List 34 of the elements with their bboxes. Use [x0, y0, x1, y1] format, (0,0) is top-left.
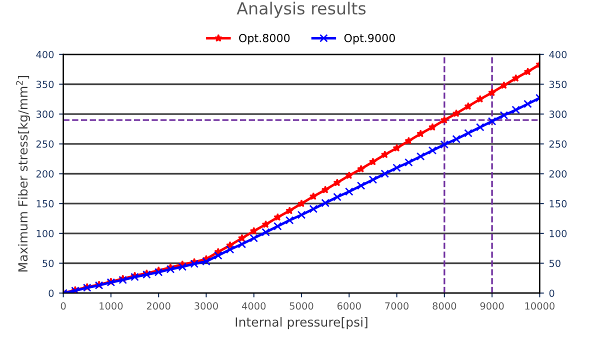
y-tick-label: 100 [36, 230, 54, 238]
y2-tick-label: 400 [549, 50, 567, 58]
x-tick-label: 7000 [385, 302, 408, 310]
y-tick-label: 300 [36, 110, 54, 118]
y2-tick-label: 0 [549, 290, 554, 297]
x-tick-label: 4000 [242, 302, 266, 310]
y-tick-label: 350 [36, 80, 54, 88]
x-tick-label: 8000 [432, 302, 456, 310]
y-tick-label: 50 [42, 260, 54, 268]
y2-tick-label: 250 [549, 140, 567, 148]
x-tick-label: 2000 [146, 302, 170, 310]
x-tick-label: 5000 [290, 302, 314, 310]
y-tick-label: 200 [36, 170, 54, 178]
x-tick-label: 3000 [194, 302, 218, 310]
y2-tick-label: 300 [549, 110, 567, 118]
y2-tick-label: 100 [550, 230, 567, 238]
y-tick-label: 400 [36, 50, 54, 58]
x-tick-label: 10000 [525, 302, 555, 310]
y2-tick-label: 50 [549, 260, 560, 268]
chart-title: Analysis results [236, 2, 366, 18]
x-tick-label: 0 [60, 302, 66, 310]
y-tick-label: 0 [48, 290, 54, 297]
y-tick-label: 250 [36, 140, 54, 148]
y2-tick-label: 200 [549, 170, 567, 178]
y-tick-label: 150 [36, 200, 54, 208]
y2-tick-label: 350 [549, 80, 567, 88]
legend-label: Opt.8000 [239, 34, 290, 44]
x-axis-title: Internal pressure[psi] [236, 317, 368, 330]
legend-label: Opt.9000 [344, 34, 395, 44]
y2-tick-label: 150 [550, 200, 567, 208]
y-axis-title: Maximum Fiber stress[kg/mm$^{2}$] [16, 76, 30, 272]
x-tick-label: 9000 [480, 302, 504, 310]
x-tick-label: 1000 [100, 302, 123, 310]
x-tick-label: 6000 [337, 302, 361, 310]
